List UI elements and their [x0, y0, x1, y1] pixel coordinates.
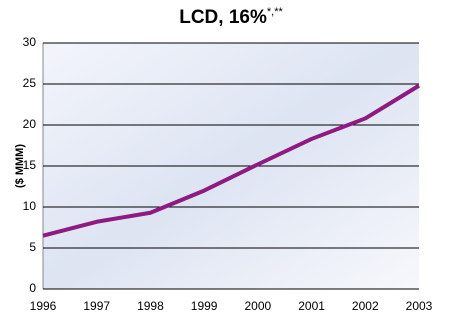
y-tick-label: 20	[23, 117, 37, 131]
x-tick-label: 2001	[298, 299, 325, 313]
page: LCD, 16%*,** ($ MMM) 0510152025301996199…	[0, 0, 449, 318]
chart: LCD, 16%*,** ($ MMM) 0510152025301996199…	[0, 0, 449, 318]
y-tick-label: 0	[29, 281, 36, 295]
y-tick-label: 15	[23, 158, 37, 172]
x-tick-label: 1998	[137, 299, 164, 313]
title-text: LCD, 16%	[179, 7, 267, 28]
y-tick-label: 10	[23, 199, 37, 213]
x-tick-label: 1999	[191, 299, 218, 313]
x-tick-label: 1996	[30, 299, 57, 313]
x-tick-label: 2003	[406, 299, 433, 313]
y-tick-label: 25	[23, 76, 37, 90]
y-tick-label: 30	[23, 35, 37, 49]
chart-title: LCD, 16%*,**	[179, 6, 283, 28]
x-tick-label: 2002	[352, 299, 379, 313]
x-tick-label: 1997	[83, 299, 110, 313]
y-tick-label: 5	[29, 240, 36, 254]
title-superscript: *,**	[267, 6, 284, 18]
x-tick-label: 2000	[245, 299, 272, 313]
